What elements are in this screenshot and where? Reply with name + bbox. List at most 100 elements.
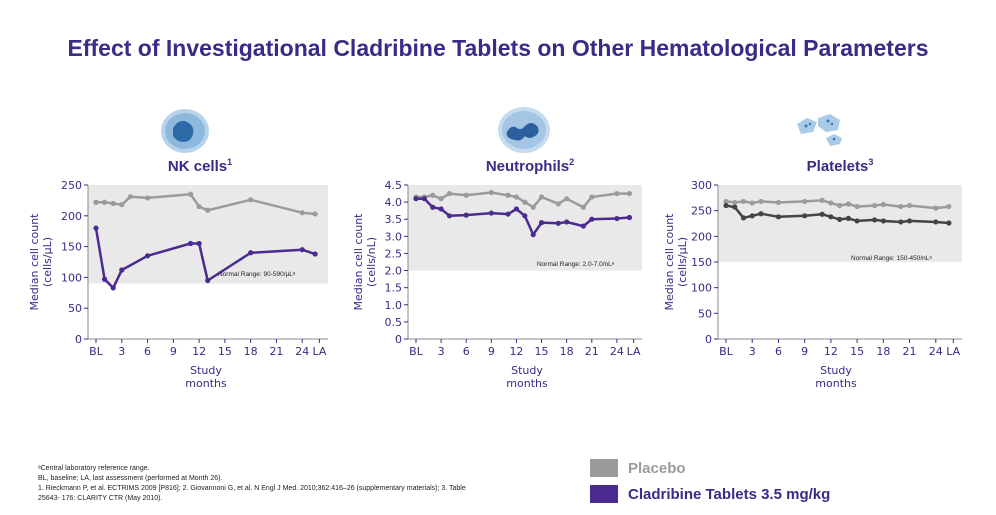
- y-tick-label: 4.5: [385, 179, 403, 192]
- x-tick-label: 3: [749, 345, 756, 358]
- data-point-cladribine: [854, 218, 860, 224]
- y-axis-label: Median cell count: [352, 213, 365, 311]
- data-point-cladribine: [933, 219, 939, 225]
- data-point-placebo: [802, 198, 808, 205]
- data-point-placebo: [248, 197, 254, 203]
- x-tick-label: BL: [409, 345, 424, 358]
- x-tick-label: 21: [585, 345, 599, 358]
- y-tick-label: 150: [691, 256, 712, 269]
- nk-cell-icon: [161, 109, 209, 153]
- page-title: Effect of Investigational Cladribine Tab…: [67, 35, 929, 61]
- data-point-cladribine: [740, 215, 747, 221]
- x-axis-label: months: [185, 377, 227, 390]
- data-point-placebo: [513, 194, 520, 200]
- data-point-placebo: [732, 199, 738, 206]
- data-point-cladribine: [802, 213, 808, 219]
- data-point-placebo: [530, 204, 536, 210]
- x-tick-label: 9: [801, 345, 808, 358]
- data-point-cladribine: [430, 204, 436, 210]
- footnote-range: ᵃCentral laboratory reference range.: [38, 465, 150, 472]
- data-point-placebo: [564, 196, 570, 202]
- y-tick-label: 100: [691, 282, 712, 295]
- y-tick-label: 3.0: [385, 230, 403, 243]
- y-tick-label: 2.0: [385, 265, 403, 278]
- data-point-placebo: [101, 199, 108, 205]
- x-axis-label: Study: [820, 364, 852, 377]
- normal-range-band: [718, 185, 962, 262]
- x-tick-label: 6: [775, 345, 782, 358]
- data-point-placebo: [299, 210, 305, 216]
- y-tick-label: 150: [61, 241, 82, 254]
- chart-title: Neutrophils2: [486, 157, 574, 175]
- data-point-cladribine: [906, 218, 913, 224]
- data-point-placebo: [614, 190, 620, 197]
- x-tick-label: LA: [946, 345, 960, 358]
- data-point-cladribine: [312, 251, 318, 257]
- x-tick-label: BL: [89, 345, 104, 358]
- normal-range-band: [408, 185, 642, 271]
- data-point-placebo: [871, 202, 878, 209]
- y-tick-label: 3.5: [385, 213, 403, 226]
- y-tick-label: 50: [68, 302, 82, 315]
- normal-range-label: Normal Range: 90-590/µLᵃ: [218, 271, 296, 278]
- data-point-placebo: [119, 202, 125, 208]
- data-point-cladribine: [538, 220, 545, 226]
- y-axis-label: Median cell count: [28, 213, 41, 311]
- data-point-cladribine: [564, 219, 570, 225]
- x-tick-label: 21: [269, 345, 283, 358]
- x-axis-label: Study: [511, 364, 543, 377]
- x-axis-label: months: [506, 377, 548, 390]
- data-point-cladribine: [438, 206, 444, 212]
- x-tick-label: 18: [560, 345, 574, 358]
- data-point-placebo: [723, 198, 729, 205]
- y-tick-label: 1.5: [385, 282, 403, 295]
- data-point-placebo: [580, 204, 587, 210]
- data-point-placebo: [933, 205, 939, 211]
- legend: Placebo Cladribine Tablets 3.5 mg/kg: [590, 455, 830, 507]
- data-point-cladribine: [101, 276, 108, 282]
- y-tick-label: 1.0: [385, 299, 403, 312]
- legend-item-placebo: Placebo: [590, 455, 830, 481]
- data-point-placebo: [446, 190, 453, 197]
- data-point-placebo: [505, 192, 511, 198]
- legend-item-cladribine: Cladribine Tablets 3.5 mg/kg: [590, 481, 830, 507]
- data-point-cladribine: [946, 220, 952, 226]
- normal-range-label: Normal Range: 2.0-7.0/nLᵃ: [537, 261, 615, 268]
- data-point-cladribine: [828, 214, 834, 220]
- chart-title-superscript: 3: [868, 157, 873, 167]
- nk-cells-chart: Normal Range: 90-590/µLᵃ NK cells1 0 50 100 1…: [28, 157, 328, 390]
- y-tick-label: 2.5: [385, 247, 403, 260]
- y-tick-label: 50: [698, 307, 712, 320]
- data-point-cladribine: [871, 217, 878, 223]
- y-axis-label: (cells/µL): [676, 237, 689, 287]
- data-point-cladribine: [488, 210, 494, 216]
- data-point-placebo: [110, 200, 116, 207]
- data-point-cladribine: [505, 211, 511, 217]
- y-tick-label: 0: [705, 333, 712, 346]
- normal-range-label: Normal Range: 150-450/nLᵃ: [851, 255, 932, 262]
- y-tick-label: 0.5: [385, 316, 403, 329]
- data-point-placebo: [837, 202, 843, 209]
- y-tick-label: 200: [691, 230, 712, 243]
- data-point-cladribine: [144, 253, 151, 259]
- x-tick-label: 18: [244, 345, 258, 358]
- data-point-cladribine: [463, 212, 469, 218]
- data-point-cladribine: [614, 215, 620, 222]
- data-point-placebo: [589, 194, 595, 200]
- data-point-placebo: [555, 201, 561, 207]
- data-point-placebo: [749, 200, 755, 206]
- data-point-placebo: [880, 201, 886, 208]
- data-point-cladribine: [898, 219, 904, 225]
- x-tick-label: 6: [144, 345, 151, 358]
- data-point-placebo: [854, 203, 860, 210]
- data-point-cladribine: [589, 216, 595, 222]
- data-point-placebo: [898, 203, 904, 210]
- chart-title: NK cells1: [168, 157, 232, 175]
- x-tick-label: BL: [719, 345, 734, 358]
- data-point-placebo: [758, 198, 764, 205]
- data-point-placebo: [205, 207, 211, 213]
- data-point-cladribine: [446, 213, 453, 219]
- data-point-cladribine: [299, 247, 305, 253]
- data-point-cladribine: [119, 267, 125, 273]
